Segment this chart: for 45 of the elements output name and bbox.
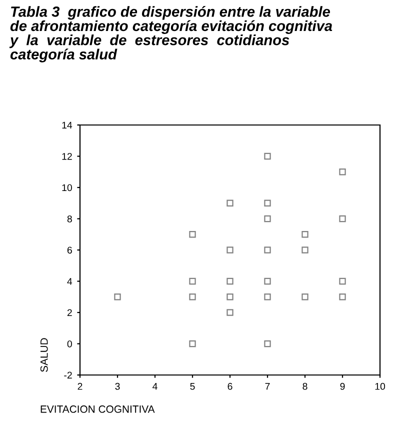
y-tick-label: 6 [67, 246, 72, 254]
point [264, 200, 271, 206]
point [264, 152, 271, 160]
point [302, 294, 308, 300]
y-tick-label: 10 [62, 184, 72, 192]
point [302, 246, 308, 254]
point [264, 215, 271, 222]
x-tick-label: 6 [228, 382, 232, 390]
point [189, 340, 196, 348]
x-axis-title: EVITACION COGNITIVA [40, 405, 155, 413]
y-tick-label: 12 [62, 152, 72, 160]
point [302, 231, 308, 238]
x-tick-label: 3 [115, 382, 120, 390]
y-tick-label: 0 [67, 340, 72, 348]
point [264, 340, 271, 348]
point [339, 168, 346, 176]
y-tick-label: 2 [67, 309, 72, 316]
point [189, 231, 196, 238]
x-tick-label: 9 [340, 382, 345, 390]
point [226, 246, 234, 254]
point [189, 294, 196, 300]
point [339, 278, 346, 285]
y-axis-title: SALUD [40, 338, 48, 372]
y-tick-label: -2 [64, 372, 72, 379]
y-tick-label: 14 [62, 122, 72, 129]
y-tick-label: 8 [67, 215, 72, 222]
point [226, 278, 234, 285]
x-tick-label: 10 [375, 382, 386, 390]
point [264, 278, 271, 285]
point [226, 200, 234, 206]
point [114, 294, 121, 300]
x-tick-label: 7 [265, 382, 270, 390]
y-tick-label: 4 [67, 278, 72, 285]
point [189, 278, 196, 285]
x-tick-label: 8 [302, 382, 308, 390]
point [264, 246, 271, 254]
point [226, 309, 234, 316]
point [264, 294, 271, 300]
x-tick-label: 5 [190, 382, 195, 390]
chart-title: Tabla 3 grafico de dispersión entre la variable de afrontamiento categoría evitación cognitiva y la variable de estresores cotidianos categoría salud [9, 6, 332, 62]
x-tick-label: 4 [152, 382, 158, 390]
x-tick-label: 2 [78, 382, 82, 390]
point [226, 294, 234, 300]
point [339, 215, 346, 222]
point [339, 294, 346, 300]
